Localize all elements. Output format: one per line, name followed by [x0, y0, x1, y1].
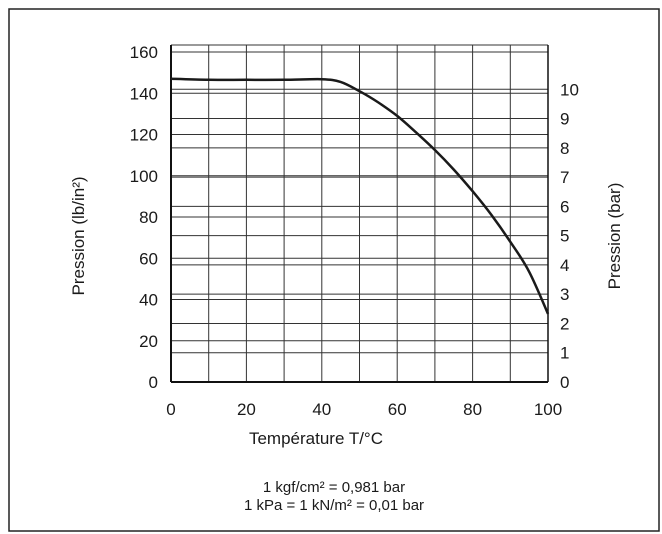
chart-axes	[170, 45, 549, 383]
y-right-tick-label: 4	[560, 256, 569, 275]
x-axis-label: Température T/°C	[249, 429, 383, 448]
chart-frame: 0 20 40 60 80 100 0 20 40 60 80 100 120 140 160 0 1 2 3 4 5 6…	[8, 8, 660, 532]
y-right-tick-label: 7	[560, 168, 569, 187]
y-right-tick-label: 9	[560, 110, 569, 129]
x-tick-label: 80	[463, 400, 482, 419]
y-right-tick-label: 8	[560, 139, 569, 158]
x-tick-label: 100	[534, 400, 562, 419]
y-left-tick-label: 80	[139, 208, 158, 227]
unit-note-2: 1 kPa = 1 kN/m² = 0,01 bar	[244, 497, 424, 514]
x-tick-label: 60	[388, 400, 407, 419]
x-tick-label: 0	[166, 400, 175, 419]
y-left-tick-label: 40	[139, 291, 158, 310]
y-axis-right-label: Pression (bar)	[605, 183, 624, 290]
chart-border	[8, 8, 660, 532]
chart-ticks: 0 20 40 60 80 100 0 20 40 60 80 100 120 140 160 0 1 2 3 4 5 6…	[130, 43, 579, 419]
chart-series	[170, 77, 550, 315]
y-left-tick-label: 0	[149, 373, 158, 392]
pressure-curve	[170, 77, 550, 315]
x-tick-label: 20	[237, 400, 256, 419]
x-tick-label: 40	[312, 400, 331, 419]
y-right-tick-label: 5	[560, 227, 569, 246]
y-left-tick-label: 160	[130, 43, 158, 62]
y-left-tick-label: 60	[139, 249, 158, 268]
chart-grid	[170, 44, 549, 382]
y-right-tick-label: 2	[560, 314, 569, 333]
y-right-tick-label: 10	[560, 80, 579, 99]
y-axis-left-label: Pression (lb/in²)	[69, 176, 88, 295]
y-left-tick-label: 20	[139, 332, 158, 351]
y-left-tick-label: 140	[130, 84, 158, 103]
y-left-tick-label: 100	[130, 167, 158, 186]
y-right-tick-label: 1	[560, 344, 569, 363]
y-right-tick-label: 3	[560, 285, 569, 304]
unit-note-1: 1 kgf/cm² = 0,981 bar	[263, 479, 405, 496]
y-right-tick-label: 0	[560, 373, 569, 392]
y-right-tick-label: 6	[560, 197, 569, 216]
y-left-tick-label: 120	[130, 126, 158, 145]
